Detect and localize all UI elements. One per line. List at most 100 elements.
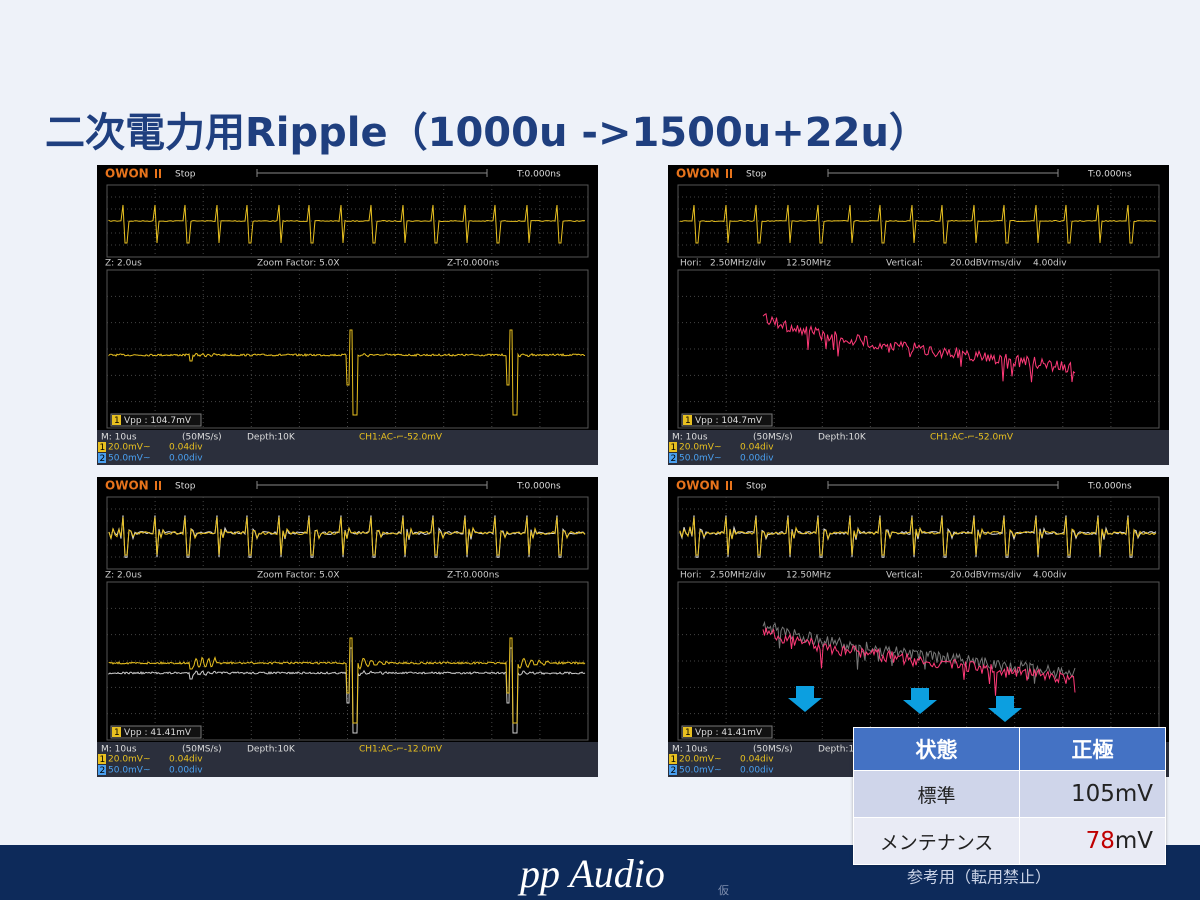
info-text: Z: 2.0us	[105, 571, 142, 581]
channel-badge	[98, 765, 106, 775]
run-icon	[730, 169, 732, 178]
time-bar	[827, 169, 1059, 177]
row-value: 78mV	[1019, 817, 1166, 865]
status-text: (50MS/s)	[182, 433, 222, 443]
arrow	[788, 686, 822, 712]
channel-badge	[98, 442, 106, 452]
info-text: Zoom Factor: 5.0X	[257, 571, 340, 581]
channel-badge	[683, 727, 692, 737]
mini-trace	[679, 516, 1157, 556]
measure-text: Vpp : 104.7mV	[124, 416, 192, 426]
channel-offset: 0.04div	[740, 443, 774, 453]
run-icon	[159, 169, 161, 178]
value: 78	[1085, 828, 1115, 854]
status-text: (50MS/s)	[753, 433, 793, 443]
channel-scale: 20.0mV~	[679, 443, 722, 453]
run-state: Stop	[746, 170, 767, 180]
channel-scale: 50.0mV~	[679, 766, 722, 776]
row-value: 105mV	[1019, 770, 1166, 818]
info-text: Z: 2.0us	[105, 259, 142, 269]
measure-box	[681, 725, 773, 739]
row-label: メンテナンス	[853, 817, 1020, 865]
channel-offset: 0.00div	[169, 766, 203, 776]
status-text: M: 10us	[672, 433, 708, 443]
info-text: 12.50MHz	[786, 571, 831, 581]
status-text: (50MS/s)	[182, 745, 222, 755]
info-text: 4.00div	[1033, 259, 1067, 269]
channel-scale: 20.0mV~	[679, 755, 722, 765]
channel-offset: 0.00div	[740, 454, 774, 464]
channel-id: 1	[100, 443, 106, 453]
status-text: CH1:AC-⌐-12.0mV	[359, 745, 443, 755]
info-text: Hori:	[680, 259, 702, 269]
status-text: M: 10us	[101, 433, 137, 443]
channel-scale: 50.0mV~	[108, 766, 151, 776]
status-text: (50MS/s)	[753, 745, 793, 755]
row-label: 標準	[853, 770, 1020, 818]
spectrum	[762, 312, 1076, 383]
status-text: Depth:10K	[247, 433, 296, 443]
info-text: Vertical:	[886, 571, 923, 581]
header-cell: 状態	[853, 727, 1020, 771]
mini-trace	[679, 204, 1157, 244]
footer-logo: pp Audio	[517, 851, 665, 896]
scope-screen: OWON Stop T:0.000ns Hori: 2.50MHz/div 12.50MH…	[668, 165, 1169, 465]
info-text: 2.50MHz/div	[710, 571, 767, 581]
measure-box	[110, 725, 202, 739]
result-table: 状態 正極 標準 105mV メンテナンス 78mV	[853, 727, 1166, 865]
arrow	[903, 688, 937, 714]
info-text: 20.0dBVrms/div	[950, 571, 1022, 581]
measure-box	[681, 413, 773, 427]
channel-id: 1	[100, 755, 106, 765]
grid	[678, 582, 1159, 740]
measure-text: Vpp : 41.41mV	[124, 728, 192, 738]
channel-offset: 0.04div	[740, 755, 774, 765]
channel-id: 2	[671, 454, 677, 464]
status-text: Depth:10K	[818, 745, 867, 755]
status-text: CH1:AC-⌐-52.0mV	[930, 433, 1014, 443]
info-text: Z-T:0.000ns	[447, 259, 499, 269]
channel-id: 1	[685, 416, 691, 426]
run-state: Stop	[746, 482, 767, 492]
channel-offset: 0.04div	[169, 443, 203, 453]
info-text: 12.50MHz	[786, 259, 831, 269]
channel-badge	[669, 765, 677, 775]
time-bar	[827, 481, 1059, 489]
status-text: M: 10us	[101, 745, 137, 755]
brand: OWON	[676, 479, 720, 493]
slide-title: 二次電力用Ripple（1000u ->1500u+22u）	[45, 110, 929, 156]
status-text: M: 10us	[672, 745, 708, 755]
brand: OWON	[105, 479, 149, 493]
channel-id: 2	[100, 454, 106, 464]
scope-screen: OWON Stop T:0.000ns Z: 2.0us Zoom Factor: 5.…	[97, 165, 598, 465]
trigger-time: T:0.000ns	[1087, 170, 1132, 180]
trigger-time: T:0.000ns	[516, 482, 561, 492]
info-text: 20.0dBVrms/div	[950, 259, 1022, 269]
status-text: Depth:10K	[247, 745, 296, 755]
channel-scale: 20.0mV~	[108, 755, 151, 765]
status-bg	[97, 742, 598, 777]
measure-text: Vpp : 104.7mV	[695, 416, 763, 426]
channel-id: 1	[671, 443, 677, 453]
run-icon	[726, 169, 728, 178]
channel-scale: 20.0mV~	[108, 443, 151, 453]
footer-note: 参考用（転用禁止）	[907, 868, 1051, 887]
trigger-time: T:0.000ns	[1087, 482, 1132, 492]
channel-badge	[669, 453, 677, 463]
channel-id: 1	[685, 728, 691, 738]
run-icon	[159, 481, 161, 490]
run-state: Stop	[175, 170, 196, 180]
run-icon	[155, 169, 157, 178]
channel-badge	[112, 415, 121, 425]
status-text: CH1:AC-⌐-52.0mV	[359, 433, 443, 443]
channel-badge	[669, 442, 677, 452]
arrow	[988, 696, 1022, 722]
brand: OWON	[676, 167, 720, 181]
channel-badge	[669, 754, 677, 764]
run-icon	[730, 481, 732, 490]
info-text: Hori:	[680, 571, 702, 581]
channel-badge	[112, 727, 121, 737]
run-state: Stop	[175, 482, 196, 492]
channel-badge	[98, 754, 106, 764]
